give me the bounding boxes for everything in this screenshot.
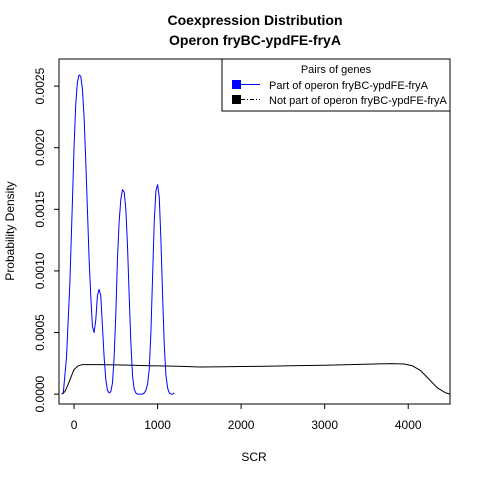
y-tick-label: 0.0015 <box>33 191 47 228</box>
legend: Pairs of genes Part of operon fryBC-ypdF… <box>221 58 451 112</box>
legend-title: Pairs of genes <box>301 64 372 76</box>
x-axis-label: SCR <box>241 450 267 464</box>
y-tick-label: 0.0005 <box>33 314 47 351</box>
x-tick-label: 0 <box>71 418 78 432</box>
series-line-non-operon <box>61 363 450 395</box>
y-tick-label: 0.0025 <box>33 67 47 104</box>
y-tick-label: 0.0020 <box>33 129 47 166</box>
y-tick-label: 0.0000 <box>33 375 47 412</box>
plot-area <box>61 74 450 395</box>
y-axis-label: Probability Density <box>3 181 17 280</box>
series-line-operon <box>62 74 175 395</box>
y-axis: 0.0000 0.0005 0.0010 0.0015 0.0020 0.0025 <box>33 67 59 412</box>
y-tick-label: 0.0010 <box>33 252 47 289</box>
x-tick-label: 3000 <box>311 418 338 432</box>
x-tick-label: 2000 <box>228 418 255 432</box>
legend-label-operon: Part of operon fryBC-ypdFE-fryA <box>269 80 429 92</box>
x-tick-label: 1000 <box>144 418 171 432</box>
chart-title: Coexpression Distribution <box>167 12 342 28</box>
legend-label-non-operon: Not part of operon fryBC-ypdFE-fryA <box>269 95 448 107</box>
legend-swatch-non-operon <box>232 95 241 104</box>
chart-subtitle: Operon fryBC-ypdFE-fryA <box>169 32 341 48</box>
legend-swatch-operon <box>232 80 241 89</box>
x-tick-label: 4000 <box>395 418 422 432</box>
x-axis: 0 1000 2000 3000 4000 <box>71 404 422 432</box>
